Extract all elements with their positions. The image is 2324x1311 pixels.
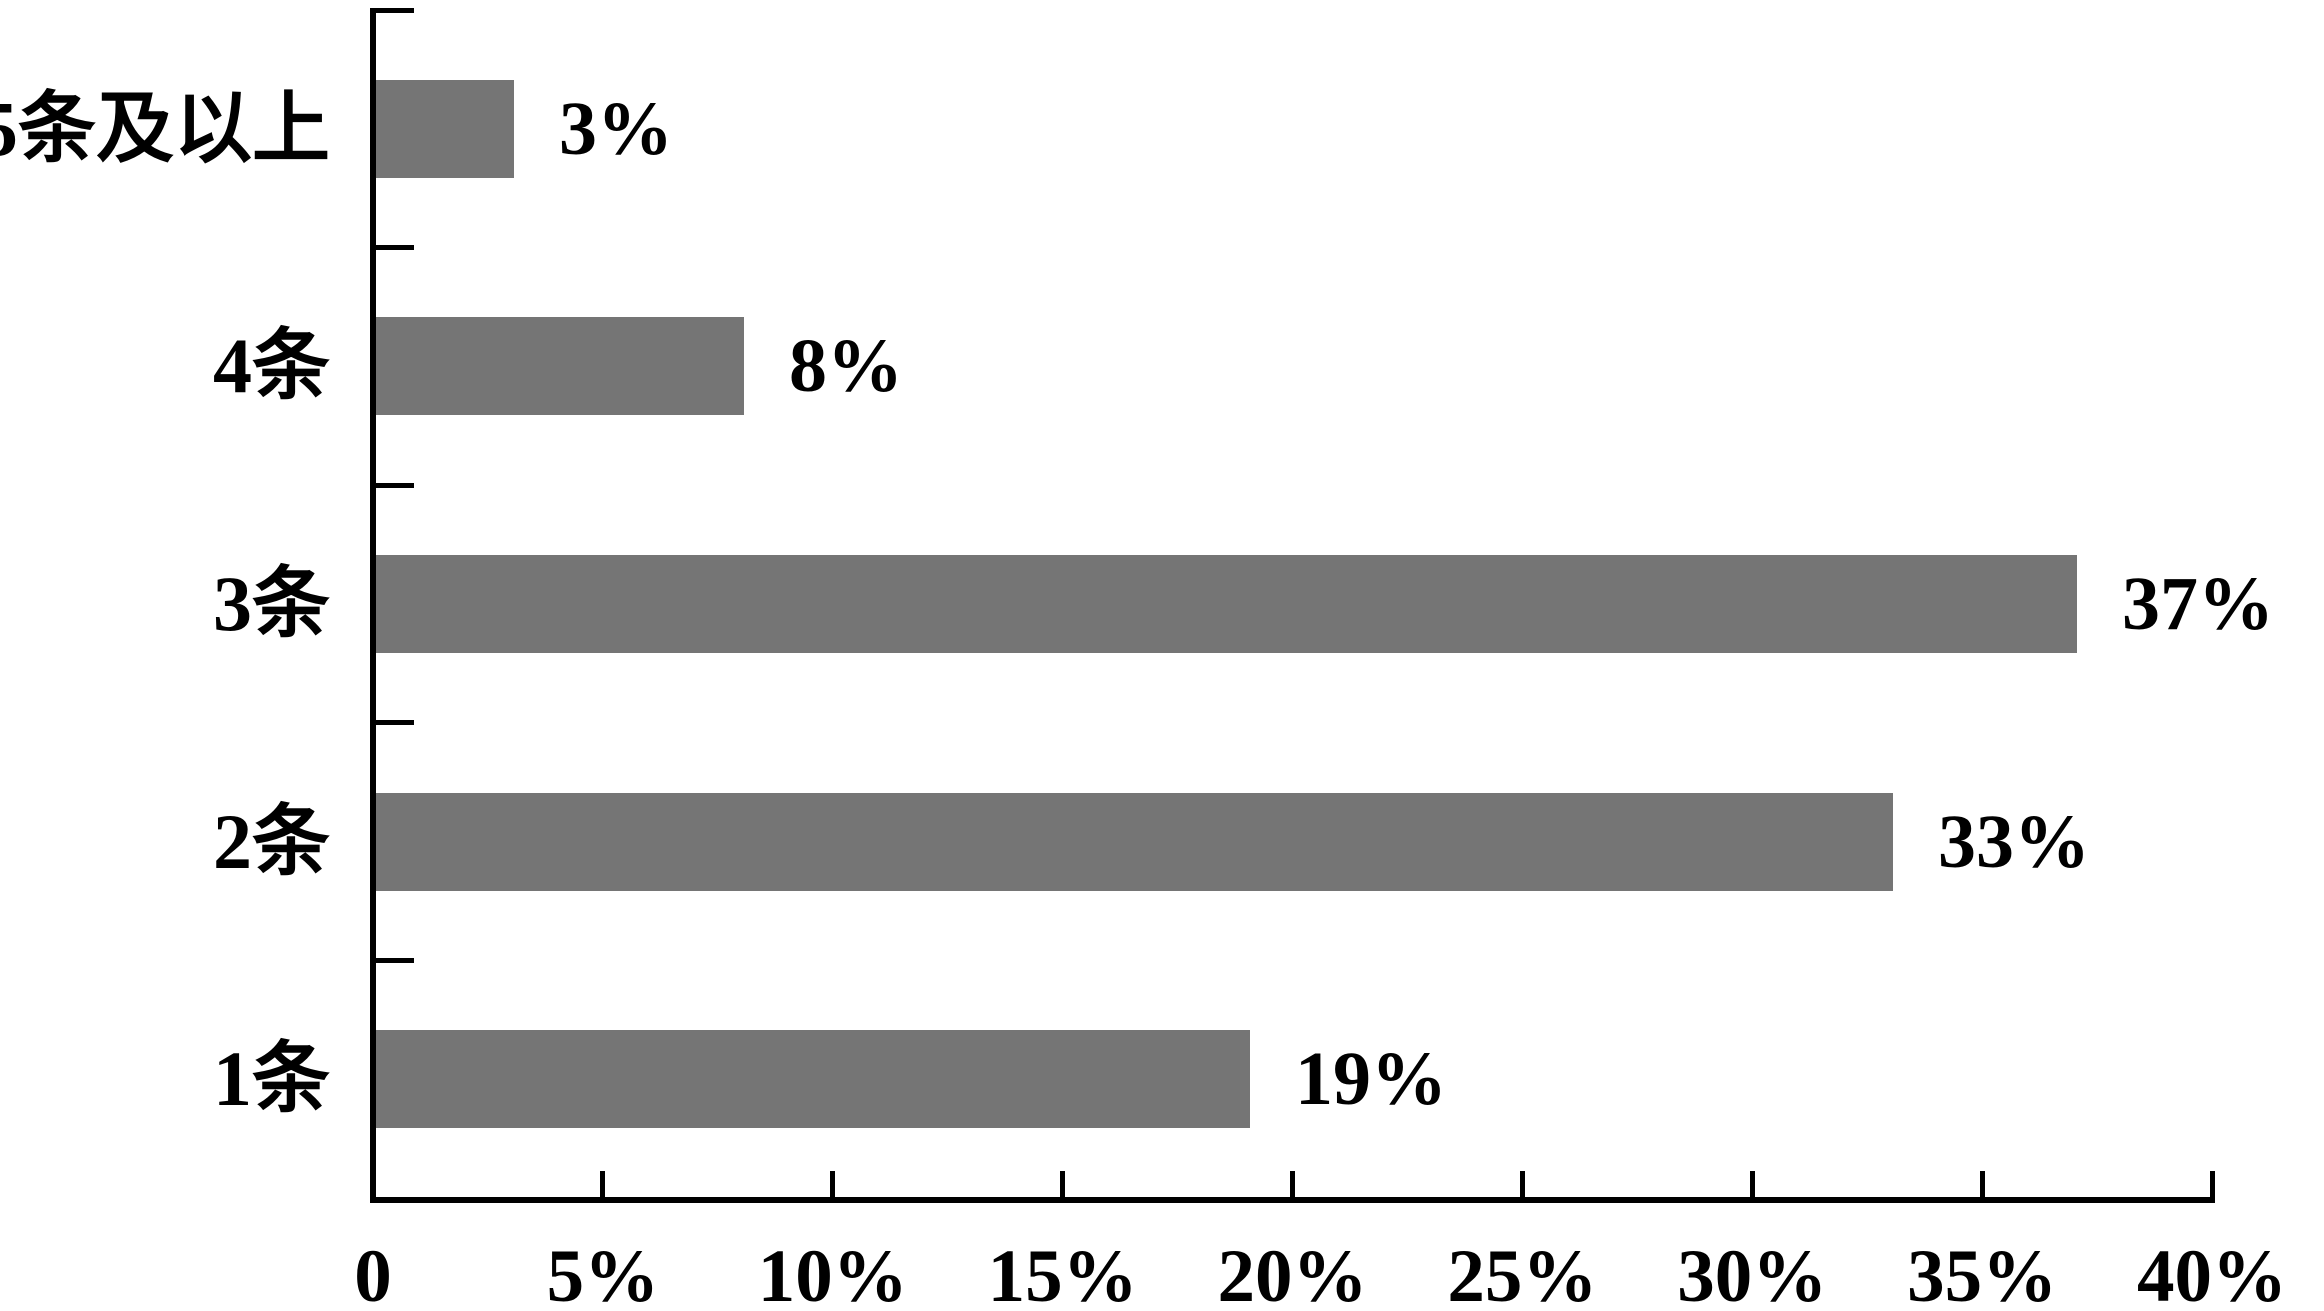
x-axis-tick-label: 25% [1447, 1235, 1598, 1311]
x-axis-tick [600, 1171, 606, 1197]
y-axis-tick [376, 482, 414, 488]
x-axis-tick-label: 40% [2137, 1235, 2287, 1311]
x-axis-tick-label: 20% [1217, 1235, 1368, 1311]
bar-value-label: 8% [789, 324, 903, 409]
x-axis-tick-label: 0 [354, 1235, 392, 1311]
x-axis-tick [1979, 1171, 1985, 1197]
x-axis-tick [1519, 1171, 1525, 1197]
y-axis-tick [376, 957, 414, 963]
category-label: 4条 [212, 322, 330, 410]
category-label: 2条 [212, 797, 330, 885]
x-axis-tick [830, 1171, 836, 1197]
category-label: 1条 [212, 1035, 330, 1123]
y-axis-tick [376, 720, 414, 726]
x-axis-tick [1290, 1171, 1295, 1197]
bar [376, 1030, 1250, 1129]
y-axis-tick [376, 7, 414, 13]
bar-value-label: 3% [559, 86, 673, 171]
category-label: 5条及以上 [0, 84, 330, 172]
x-axis-tick-label: 30% [1677, 1235, 1828, 1311]
x-axis-tick-label: 5% [546, 1235, 660, 1311]
x-axis-line [370, 1197, 2215, 1203]
bar-value-label: 37% [2122, 562, 2274, 646]
x-axis-tick [2209, 1171, 2215, 1197]
x-axis-tick-label: 10% [757, 1235, 908, 1311]
x-axis-tick-label: 15% [987, 1235, 1138, 1311]
y-axis-line [370, 8, 376, 1203]
x-axis-tick [1749, 1171, 1755, 1197]
bar-value-label: 33% [1938, 799, 2090, 884]
x-axis-tick [1060, 1171, 1066, 1197]
category-label: 3条 [212, 560, 330, 647]
bar-value-label: 19% [1295, 1037, 1447, 1122]
bar [376, 79, 514, 178]
bar [376, 792, 1893, 891]
bar [376, 555, 2077, 653]
x-axis-tick-label: 35% [1907, 1235, 2058, 1311]
y-axis-tick [376, 245, 414, 251]
bar [376, 317, 744, 416]
